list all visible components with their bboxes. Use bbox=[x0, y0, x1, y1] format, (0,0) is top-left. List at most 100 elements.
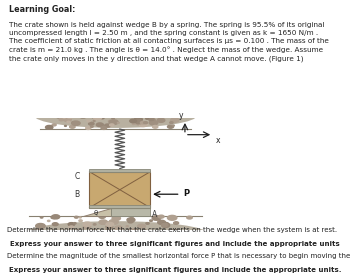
Circle shape bbox=[79, 114, 87, 118]
Circle shape bbox=[144, 122, 148, 124]
Text: Learning Goal:: Learning Goal: bbox=[9, 5, 75, 14]
Circle shape bbox=[112, 118, 114, 119]
Circle shape bbox=[48, 220, 50, 221]
Circle shape bbox=[67, 121, 70, 123]
Circle shape bbox=[70, 125, 75, 128]
Circle shape bbox=[134, 117, 142, 121]
Text: x: x bbox=[215, 136, 220, 145]
Circle shape bbox=[91, 126, 93, 127]
Circle shape bbox=[72, 121, 80, 125]
Circle shape bbox=[96, 123, 103, 127]
Circle shape bbox=[153, 125, 158, 128]
Circle shape bbox=[146, 118, 148, 119]
Circle shape bbox=[167, 231, 169, 232]
Text: Express your answer to three significant figures and include the appropriate uni: Express your answer to three significant… bbox=[9, 267, 341, 273]
Circle shape bbox=[83, 222, 91, 226]
Circle shape bbox=[72, 122, 74, 123]
Circle shape bbox=[74, 222, 76, 224]
Text: Determine the magnitude of the smallest horizontal force P that is necessary to : Determine the magnitude of the smallest … bbox=[7, 253, 350, 259]
Circle shape bbox=[128, 220, 133, 223]
Circle shape bbox=[58, 114, 67, 118]
Circle shape bbox=[101, 127, 107, 129]
Circle shape bbox=[127, 229, 135, 233]
Ellipse shape bbox=[23, 221, 208, 246]
Circle shape bbox=[106, 228, 110, 230]
Circle shape bbox=[88, 115, 92, 117]
Circle shape bbox=[55, 114, 63, 118]
Circle shape bbox=[64, 118, 71, 122]
Circle shape bbox=[162, 223, 168, 227]
Circle shape bbox=[79, 217, 81, 218]
Circle shape bbox=[115, 226, 122, 230]
Text: θ: θ bbox=[94, 210, 98, 216]
Circle shape bbox=[36, 224, 45, 229]
Circle shape bbox=[52, 215, 60, 219]
Circle shape bbox=[112, 216, 120, 221]
Circle shape bbox=[127, 218, 135, 222]
Circle shape bbox=[93, 120, 95, 121]
Circle shape bbox=[108, 120, 111, 122]
Circle shape bbox=[80, 116, 83, 117]
Circle shape bbox=[99, 215, 105, 218]
Circle shape bbox=[130, 218, 134, 219]
Circle shape bbox=[105, 124, 111, 127]
Circle shape bbox=[52, 124, 56, 126]
Text: Express your answer to three significant figures and include the appropriate uni: Express your answer to three significant… bbox=[10, 241, 340, 247]
Circle shape bbox=[172, 230, 178, 233]
Circle shape bbox=[171, 118, 179, 122]
Circle shape bbox=[157, 118, 165, 122]
Ellipse shape bbox=[34, 103, 197, 128]
Text: B: B bbox=[75, 190, 80, 199]
Circle shape bbox=[91, 114, 100, 118]
Circle shape bbox=[38, 229, 42, 231]
Circle shape bbox=[51, 216, 56, 219]
Circle shape bbox=[40, 217, 43, 218]
Circle shape bbox=[169, 230, 172, 232]
Circle shape bbox=[117, 122, 119, 123]
Circle shape bbox=[64, 125, 67, 126]
Circle shape bbox=[109, 219, 118, 224]
Circle shape bbox=[162, 222, 169, 226]
Circle shape bbox=[149, 118, 154, 121]
Circle shape bbox=[138, 224, 146, 228]
Circle shape bbox=[99, 220, 107, 224]
Circle shape bbox=[84, 225, 91, 229]
Circle shape bbox=[130, 119, 136, 123]
Text: y: y bbox=[178, 110, 183, 119]
Polygon shape bbox=[83, 208, 111, 216]
Text: Determine the normal force Nc that the crate exerts on the wedge when the system: Determine the normal force Nc that the c… bbox=[7, 227, 337, 233]
Circle shape bbox=[109, 120, 118, 124]
Circle shape bbox=[106, 222, 114, 226]
Circle shape bbox=[150, 220, 152, 221]
Circle shape bbox=[139, 122, 147, 127]
Circle shape bbox=[136, 121, 142, 124]
Circle shape bbox=[146, 222, 149, 224]
Circle shape bbox=[89, 122, 94, 125]
Circle shape bbox=[59, 119, 63, 121]
Circle shape bbox=[41, 230, 43, 231]
Circle shape bbox=[134, 119, 142, 123]
Circle shape bbox=[168, 125, 174, 128]
Circle shape bbox=[167, 215, 177, 220]
Circle shape bbox=[140, 121, 145, 124]
Text: The crate shown is held against wedge B by a spring. The spring is 95.5% of its : The crate shown is held against wedge B … bbox=[9, 22, 329, 62]
Circle shape bbox=[187, 216, 192, 219]
Circle shape bbox=[93, 116, 101, 120]
Circle shape bbox=[52, 223, 58, 226]
Circle shape bbox=[142, 230, 148, 233]
Circle shape bbox=[74, 230, 80, 233]
Circle shape bbox=[46, 125, 53, 129]
Circle shape bbox=[101, 117, 104, 119]
Circle shape bbox=[51, 231, 54, 232]
Circle shape bbox=[152, 216, 161, 220]
Circle shape bbox=[86, 127, 91, 129]
Text: C: C bbox=[75, 172, 80, 181]
Circle shape bbox=[136, 231, 139, 232]
Circle shape bbox=[79, 230, 81, 232]
Circle shape bbox=[93, 224, 96, 225]
Bar bbox=[111, 208, 150, 216]
Text: A: A bbox=[152, 210, 158, 219]
Circle shape bbox=[106, 225, 113, 229]
Bar bbox=[90, 169, 150, 172]
Circle shape bbox=[55, 217, 58, 218]
